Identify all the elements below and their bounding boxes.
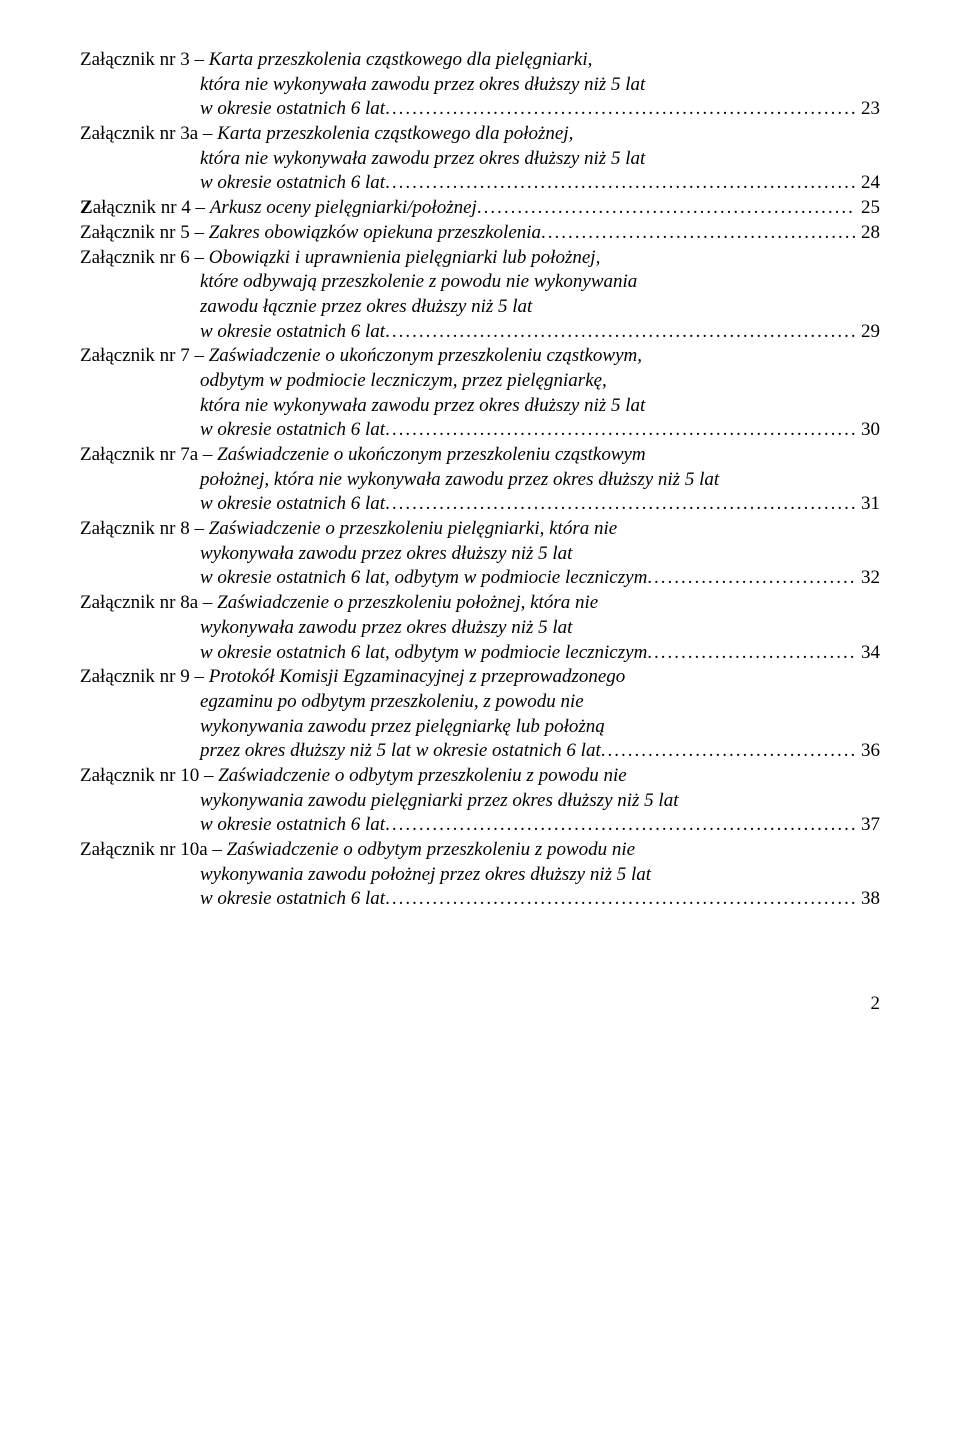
toc-entry: Załącznik nr 3 – Karta przeszkolenia czą…: [80, 48, 880, 122]
toc-line: w okresie ostatnich 6 lat 31: [80, 492, 880, 517]
table-of-contents: Załącznik nr 3 – Karta przeszkolenia czą…: [80, 48, 880, 912]
leader-dots: [647, 641, 855, 666]
toc-line: w okresie ostatnich 6 lat 23: [80, 97, 880, 122]
toc-entry: Załącznik nr 3a – Karta przeszkolenia cz…: [80, 122, 880, 196]
toc-line: Załącznik nr 10 – Zaświadczenie o odbyty…: [80, 764, 880, 789]
toc-entry: Załącznik nr 8a – Zaświadczenie o przesz…: [80, 591, 880, 665]
leader-dots: [385, 492, 855, 517]
toc-page-number: 36: [855, 739, 880, 764]
toc-line: która nie wykonywała zawodu przez okres …: [80, 73, 880, 98]
toc-page-number: 32: [855, 566, 880, 591]
toc-line: wykonywania zawodu pielęgniarki przez ok…: [80, 789, 880, 814]
toc-line: Załącznik nr 5 – Zakres obowiązków opiek…: [80, 221, 880, 246]
toc-page-number: 24: [855, 171, 880, 196]
toc-page-number: 30: [855, 418, 880, 443]
leader-dots: [541, 221, 855, 246]
leader-dots: [647, 566, 855, 591]
toc-line: Załącznik nr 7a – Zaświadczenie o ukończ…: [80, 443, 880, 468]
leader-dots: [385, 97, 855, 122]
toc-line: w okresie ostatnich 6 lat 38: [80, 887, 880, 912]
toc-line: Załącznik nr 9 – Protokół Komisji Egzami…: [80, 665, 880, 690]
toc-page-number: 29: [855, 320, 880, 345]
toc-entry: Załącznik nr 8 – Zaświadczenie o przeszk…: [80, 517, 880, 591]
toc-line: wykonywała zawodu przez okres dłuższy ni…: [80, 542, 880, 567]
toc-line: która nie wykonywała zawodu przez okres …: [80, 394, 880, 419]
toc-page-number: 25: [855, 196, 880, 221]
toc-entry: Załącznik nr 4 – Arkusz oceny pielęgniar…: [80, 196, 880, 221]
toc-page-number: 34: [855, 641, 880, 666]
toc-line: która nie wykonywała zawodu przez okres …: [80, 147, 880, 172]
page-number: 2: [80, 992, 880, 1017]
toc-line: Załącznik nr 8a – Zaświadczenie o przesz…: [80, 591, 880, 616]
toc-line: Załącznik nr 7 – Zaświadczenie o ukończo…: [80, 344, 880, 369]
toc-line: odbytym w podmiocie leczniczym, przez pi…: [80, 369, 880, 394]
leader-dots: [601, 739, 855, 764]
toc-page-number: 23: [855, 97, 880, 122]
leader-dots: [385, 171, 855, 196]
toc-line: zawodu łącznie przez okres dłuższy niż 5…: [80, 295, 880, 320]
toc-entry: Załącznik nr 5 – Zakres obowiązków opiek…: [80, 221, 880, 246]
toc-line: położnej, która nie wykonywała zawodu pr…: [80, 468, 880, 493]
leader-dots: [477, 196, 855, 221]
toc-entry: Załącznik nr 7a – Zaświadczenie o ukończ…: [80, 443, 880, 517]
toc-line: wykonywania zawodu przez pielęgniarkę lu…: [80, 715, 880, 740]
leader-dots: [385, 887, 855, 912]
toc-line: w okresie ostatnich 6 lat 29: [80, 320, 880, 345]
toc-line: Załącznik nr 3 – Karta przeszkolenia czą…: [80, 48, 880, 73]
toc-line: egzaminu po odbytym przeszkoleniu, z pow…: [80, 690, 880, 715]
toc-line: które odbywają przeszkolenie z powodu ni…: [80, 270, 880, 295]
leader-dots: [385, 813, 855, 838]
toc-line: przez okres dłuższy niż 5 lat w okresie …: [80, 739, 880, 764]
leader-dots: [385, 418, 855, 443]
toc-line: Załącznik nr 6 – Obowiązki i uprawnienia…: [80, 246, 880, 271]
toc-entry: Załącznik nr 10a – Zaświadczenie o odbyt…: [80, 838, 880, 912]
toc-line: w okresie ostatnich 6 lat, odbytym w pod…: [80, 641, 880, 666]
leader-dots: [385, 320, 855, 345]
toc-line: Załącznik nr 4 – Arkusz oceny pielęgniar…: [80, 196, 880, 221]
toc-line: w okresie ostatnich 6 lat 24: [80, 171, 880, 196]
toc-line: w okresie ostatnich 6 lat 37: [80, 813, 880, 838]
toc-line: Załącznik nr 10a – Zaświadczenie o odbyt…: [80, 838, 880, 863]
toc-page-number: 28: [855, 221, 880, 246]
toc-page-number: 31: [855, 492, 880, 517]
toc-entry: Załącznik nr 7 – Zaświadczenie o ukończo…: [80, 344, 880, 443]
toc-page-number: 38: [855, 887, 880, 912]
toc-page-number: 37: [855, 813, 880, 838]
toc-line: Załącznik nr 8 – Zaświadczenie o przeszk…: [80, 517, 880, 542]
toc-line: wykonywała zawodu przez okres dłuższy ni…: [80, 616, 880, 641]
toc-entry: Załącznik nr 6 – Obowiązki i uprawnienia…: [80, 246, 880, 345]
toc-line: Załącznik nr 3a – Karta przeszkolenia cz…: [80, 122, 880, 147]
toc-entry: Załącznik nr 10 – Zaświadczenie o odbyty…: [80, 764, 880, 838]
toc-line: w okresie ostatnich 6 lat, odbytym w pod…: [80, 566, 880, 591]
toc-line: w okresie ostatnich 6 lat 30: [80, 418, 880, 443]
toc-line: wykonywania zawodu położnej przez okres …: [80, 863, 880, 888]
toc-entry: Załącznik nr 9 – Protokół Komisji Egzami…: [80, 665, 880, 764]
